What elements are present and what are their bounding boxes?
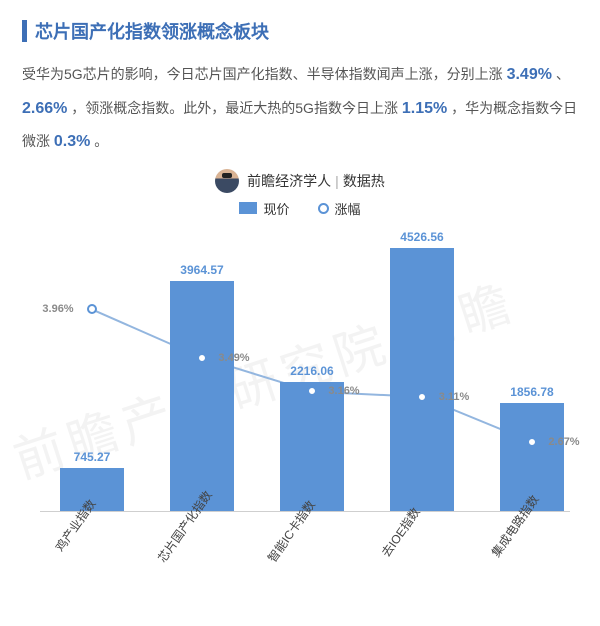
page-title: 芯片国产化指数领涨概念板块 <box>35 18 269 44</box>
line-marker <box>197 353 207 363</box>
chart-area: 745.27 3.96% 3964.57 3.49% 2216.06 3.16% 4526.… <box>22 222 578 622</box>
avatar-icon <box>215 169 239 193</box>
bar <box>390 248 454 511</box>
line-marker <box>417 392 427 402</box>
line-marker <box>527 437 537 447</box>
bar-slot: 2216.06 <box>280 221 344 511</box>
highlight-3: 1.15% <box>402 100 447 117</box>
legend-bar: 现价 <box>239 199 289 218</box>
line-value-label: 3.49% <box>218 352 249 364</box>
source-divider: | <box>335 173 339 189</box>
line-value-label: 3.16% <box>328 385 359 397</box>
source-brand: 前瞻经济学人 <box>247 171 331 191</box>
x-axis-label: 去IOE指数 <box>377 504 423 560</box>
bar <box>280 382 344 511</box>
bar-slot: 1856.78 <box>500 221 564 511</box>
bar-value-label: 3964.57 <box>170 263 234 277</box>
line-marker <box>87 304 97 314</box>
line-value-label: 3.96% <box>42 303 73 315</box>
source-tag: 数据热 <box>343 171 385 191</box>
source-row: 前瞻经济学人 | 数据热 <box>22 169 578 193</box>
line-marker <box>307 386 317 396</box>
summary-paragraph: 受华为5G芯片的影响，今日芯片国产化指数、半导体指数闻声上涨，分别上涨 3.49… <box>22 58 578 159</box>
bar <box>170 281 234 511</box>
summary-text: 受华为5G芯片的影响，今日芯片国产化指数、半导体指数闻声上涨，分别上涨 <box>22 66 503 82</box>
highlight-4: 0.3% <box>54 133 90 150</box>
legend-line: 涨幅 <box>318 199 361 218</box>
bar-value-label: 745.27 <box>60 450 124 464</box>
bar-slot: 745.27 <box>60 221 124 511</box>
legend-bar-swatch <box>239 202 257 214</box>
chart-plot: 745.27 3.96% 3964.57 3.49% 2216.06 3.16% 4526.… <box>40 222 570 512</box>
line-value-label: 3.11% <box>439 391 470 403</box>
page-title-row: 芯片国产化指数领涨概念板块 <box>22 18 578 44</box>
bar-value-label: 1856.78 <box>500 385 564 399</box>
chart-legend: 现价 涨幅 <box>22 199 578 218</box>
x-axis-labels: 鸡产业指数芯片国产化指数智能IC卡指数去IOE指数集成电路指数 <box>40 512 570 622</box>
bar-value-label: 4526.56 <box>390 230 454 244</box>
bar-slot: 4526.56 <box>390 221 454 511</box>
legend-line-label: 涨幅 <box>335 199 361 218</box>
summary-text: 、 <box>556 66 570 82</box>
page-root: 芯片国产化指数领涨概念板块 受华为5G芯片的影响，今日芯片国产化指数、半导体指数… <box>0 0 600 622</box>
summary-text: ，领涨概念指数。此外，最近大热的5G指数今日上涨 <box>71 100 398 116</box>
bar-slot: 3964.57 <box>170 221 234 511</box>
highlight-1: 3.49% <box>507 66 552 83</box>
bar-value-label: 2216.06 <box>280 364 344 378</box>
legend-bar-label: 现价 <box>263 199 289 218</box>
highlight-2: 2.66% <box>22 100 67 117</box>
legend-line-marker <box>318 203 329 214</box>
title-accent-bar <box>22 20 27 42</box>
summary-text: 。 <box>94 133 108 149</box>
line-value-label: 2.67% <box>548 436 579 448</box>
